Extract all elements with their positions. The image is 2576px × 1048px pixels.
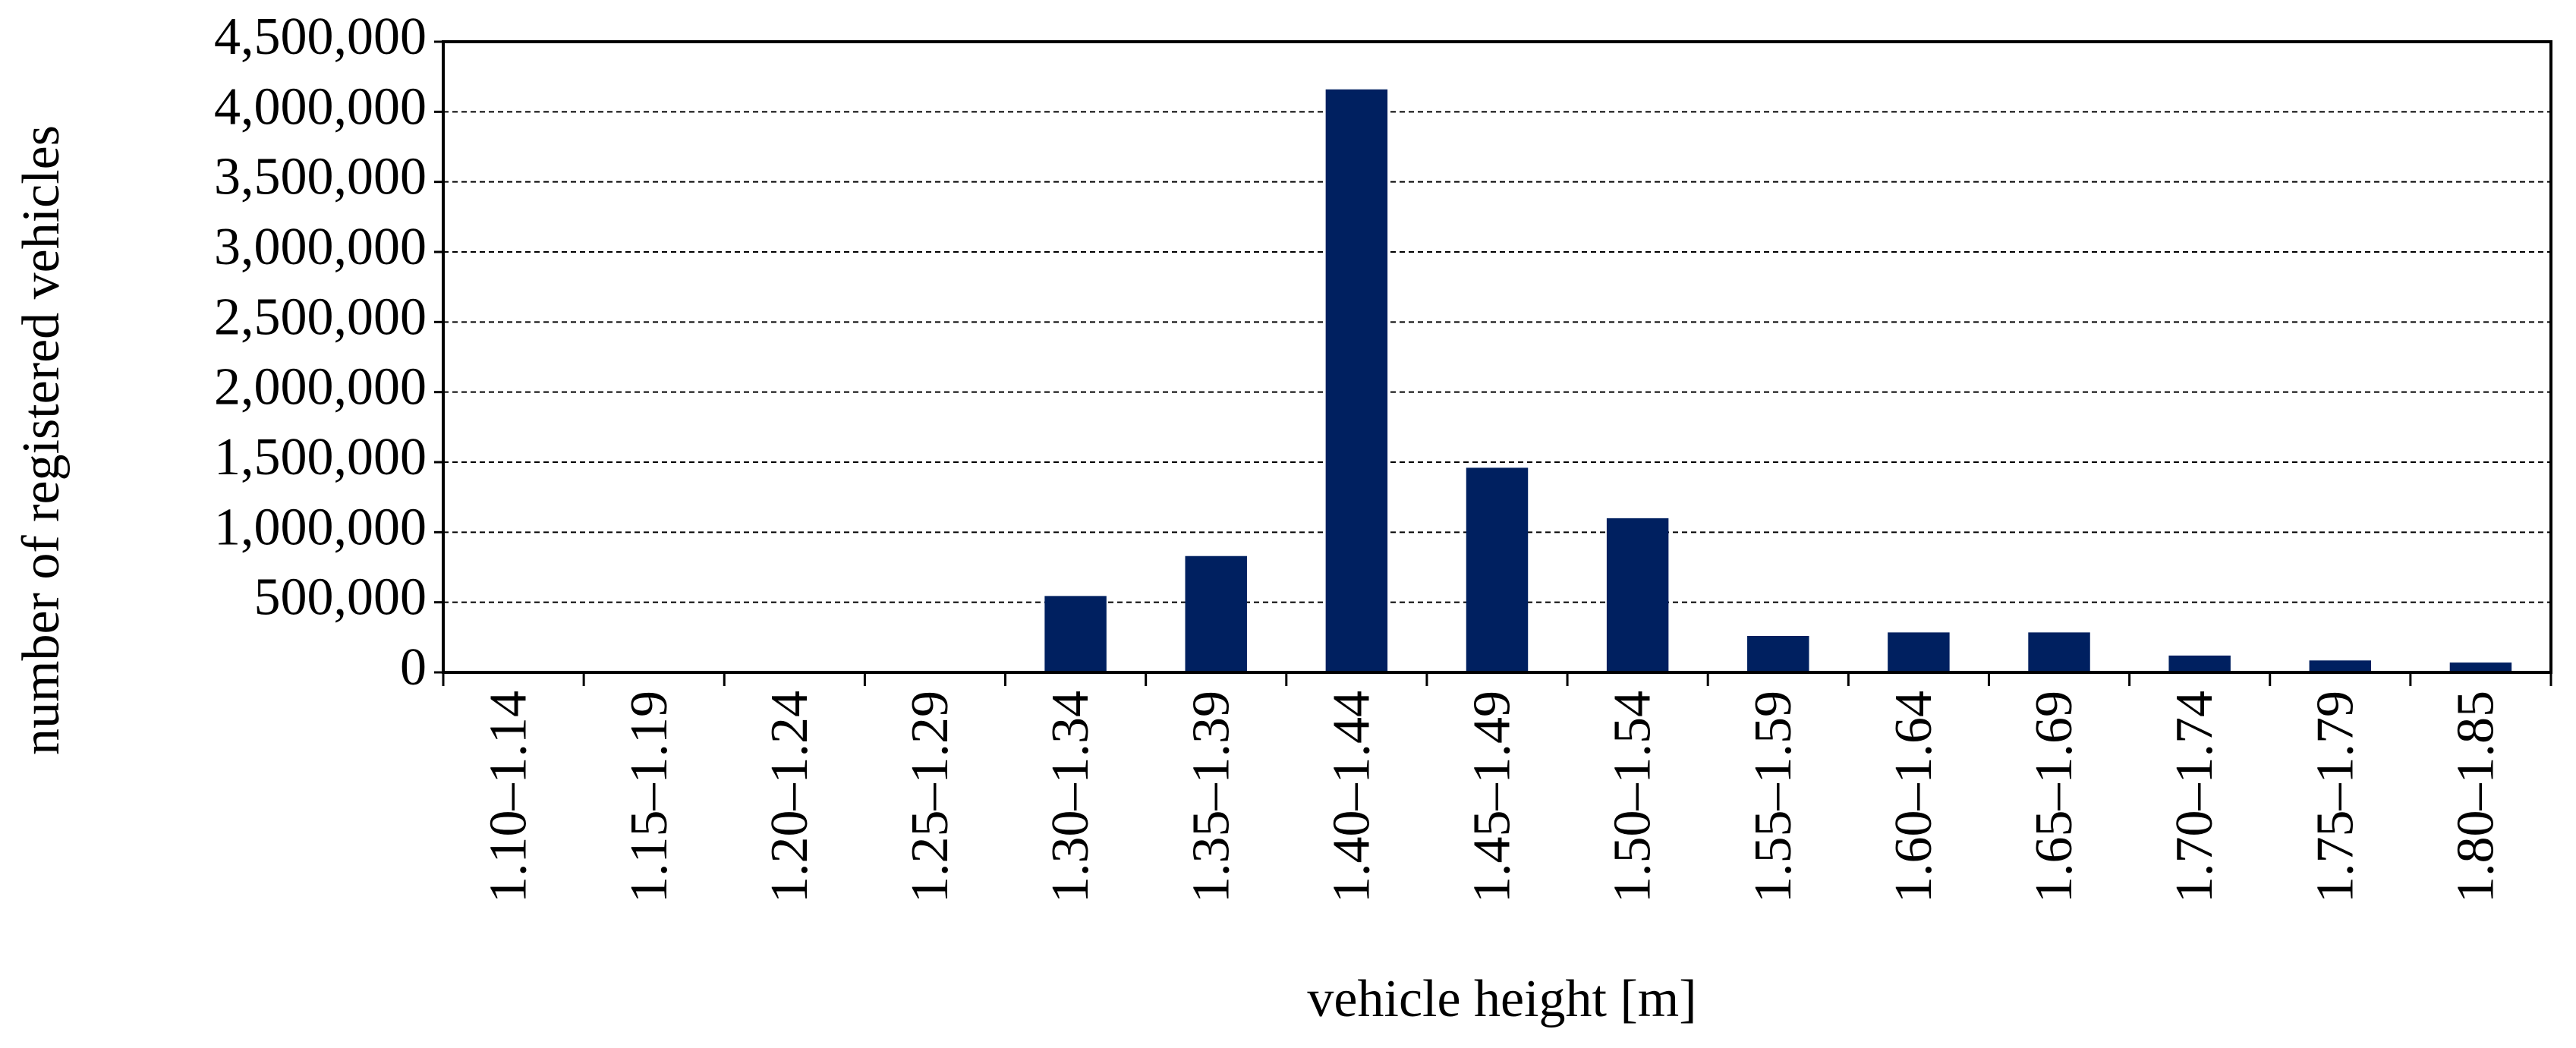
bar <box>1466 467 1529 672</box>
x-tick-label: 1.40–1.44 <box>1322 691 1381 903</box>
x-tick-label: 1.35–1.39 <box>1182 691 1240 903</box>
x-tick-label: 1.75–1.79 <box>2306 691 2364 903</box>
x-tick-label: 1.15–1.19 <box>620 691 679 903</box>
y-tick-label: 500,000 <box>254 568 427 627</box>
y-tick-label: 3,000,000 <box>214 218 427 276</box>
x-tick-label: 1.65–1.69 <box>2025 691 2083 903</box>
y-tick-label: 1,500,000 <box>214 428 427 486</box>
bar <box>1185 555 1247 672</box>
bar <box>2309 660 2372 672</box>
bar <box>1747 635 1809 672</box>
bar <box>2168 655 2231 672</box>
y-tick-label: 4,500,000 <box>214 8 427 66</box>
x-tick-label: 1.70–1.74 <box>2165 691 2224 903</box>
y-tick-label: 1,000,000 <box>214 498 427 556</box>
bar <box>2449 662 2512 672</box>
y-tick-label: 3,500,000 <box>214 148 427 206</box>
x-tick-label: 1.45–1.49 <box>1463 691 1522 903</box>
x-tick-label: 1.60–1.64 <box>1885 691 1943 903</box>
x-tick-label: 1.80–1.85 <box>2446 691 2505 903</box>
x-tick-label: 1.30–1.34 <box>1041 691 1100 903</box>
x-tick-label: 1.50–1.54 <box>1604 691 1662 903</box>
y-tick-label: 0 <box>400 638 427 697</box>
y-tick-label: 4,000,000 <box>214 77 427 136</box>
x-tick-label: 1.10–1.14 <box>480 691 538 903</box>
bar <box>2028 632 2090 672</box>
x-tick-label: 1.20–1.24 <box>761 691 819 903</box>
y-axis-title: number of registered vehicles <box>12 125 71 755</box>
y-tick-label: 2,000,000 <box>214 358 427 417</box>
x-tick-label: 1.55–1.59 <box>1744 691 1803 903</box>
x-tick-label: 1.25–1.29 <box>901 691 959 903</box>
x-axis-title: vehicle height [m] <box>1307 970 1696 1028</box>
plot-frame <box>442 40 2552 674</box>
y-tick-label: 2,500,000 <box>214 288 427 346</box>
bar <box>1325 89 1388 672</box>
bar <box>1606 518 1669 672</box>
bar <box>1044 596 1107 672</box>
bar <box>1888 632 1950 672</box>
